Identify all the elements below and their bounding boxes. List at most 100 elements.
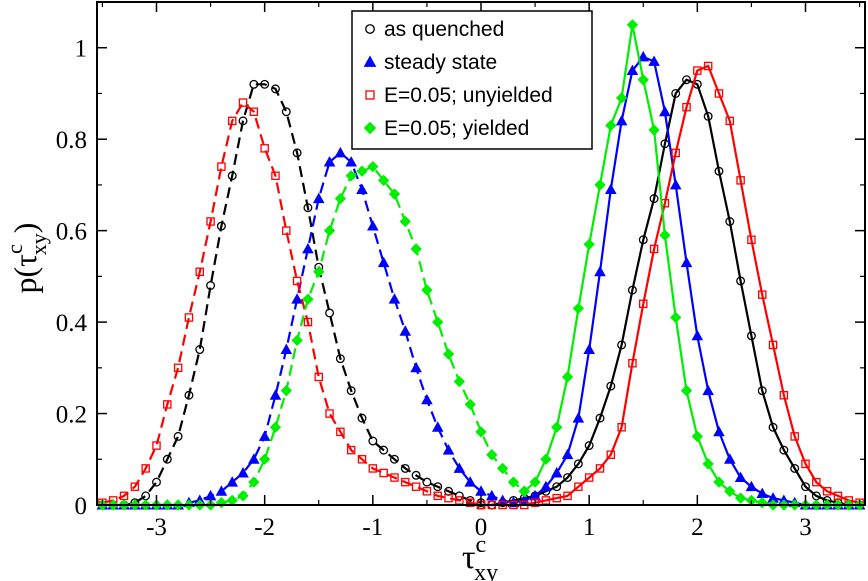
data-point [594,265,606,277]
legend-label: E=0.05; yielded [384,117,529,140]
data-point [260,144,269,153]
series-e-0-05-unyielded [98,61,864,510]
data-point [215,485,228,496]
data-point [638,235,648,245]
legend-label: steady state [384,51,497,74]
data-point [346,445,356,455]
data-point [334,192,347,205]
y-axis-label-sub: xy [26,233,51,255]
data-point [628,358,637,368]
data-point [572,302,585,315]
data-point [475,426,487,438]
data-point [453,375,466,388]
x-tick-label: -3 [146,514,167,541]
y-tick-label: 0.4 [56,310,88,337]
data-point [627,285,637,295]
data-point [258,430,271,441]
data-point [723,453,736,464]
data-point [377,256,390,268]
x-tick-label: 3 [799,514,812,541]
positive-branch-line-e-0-05-unyielded [481,64,860,507]
data-point [691,430,703,443]
legend-item-steady-state: steady state [363,51,497,74]
data-point [195,345,205,355]
data-point [249,79,259,89]
data-point [292,148,302,158]
data-point [691,329,704,341]
data-point [572,412,585,423]
data-point [271,171,280,181]
data-point [356,183,368,194]
x-axis-label-sub: xy [474,560,498,581]
data-point [173,431,183,441]
x-axis-label-symbol: τ [462,539,476,576]
data-point [421,284,433,296]
data-point [379,468,388,478]
data-point [768,340,778,350]
data-point [551,421,563,433]
data-point [291,334,303,347]
data-point [812,477,821,487]
data-point [323,156,336,167]
data-point [639,299,648,309]
data-point [421,393,433,405]
data-point [615,92,628,104]
legend-item-e-0-05-yielded: E=0.05; yielded [363,117,529,140]
data-point [271,84,280,94]
data-point [637,74,649,86]
y-axis-label-suffix: ) [7,223,43,234]
data-point [670,311,682,324]
data-point [282,226,291,235]
data-point [280,385,292,397]
legend-marker [365,90,375,100]
data-point [703,61,713,71]
data-point [377,174,390,186]
data-point [790,463,800,473]
data-point [399,325,412,336]
data-point [724,485,736,497]
data-point [325,409,334,418]
legend-box [351,10,593,150]
data-point [669,178,682,190]
x-tick-label: 0 [475,514,488,541]
data-point [617,423,626,432]
data-point [237,490,249,502]
data-point [626,19,639,31]
data-point [659,105,671,117]
data-point [269,421,282,433]
data-point [162,454,172,464]
data-point [464,398,476,411]
data-point [561,371,574,383]
data-point [238,116,248,126]
y-tick-label: 1 [75,36,88,63]
data-point [606,450,616,459]
axis-ticks: -3 -2 -1 0 1 2 3 0 0.2 0.4 0.6 0.8 1 [56,1,865,541]
data-point [422,487,432,496]
data-point [561,448,574,460]
data-point [345,170,357,182]
data-point [615,114,628,126]
data-point [367,220,379,231]
data-point [433,482,443,492]
data-point [757,290,767,299]
data-point [388,293,401,304]
data-point [594,179,606,191]
data-point [736,176,745,185]
data-point [713,425,725,437]
data-point [583,343,595,354]
data-point [302,242,314,254]
y-axis-label-sup: c [2,244,27,254]
data-point [671,88,681,98]
data-point [540,480,552,492]
legend-item-as-quenched: as quenched [365,18,504,41]
data-point [431,421,444,432]
data-point [432,316,444,328]
data-point [617,340,627,350]
data-point [302,293,314,305]
data-point [303,203,313,213]
data-point [163,400,172,409]
data-point [552,482,562,492]
data-point [345,156,357,167]
data-point [357,455,367,464]
